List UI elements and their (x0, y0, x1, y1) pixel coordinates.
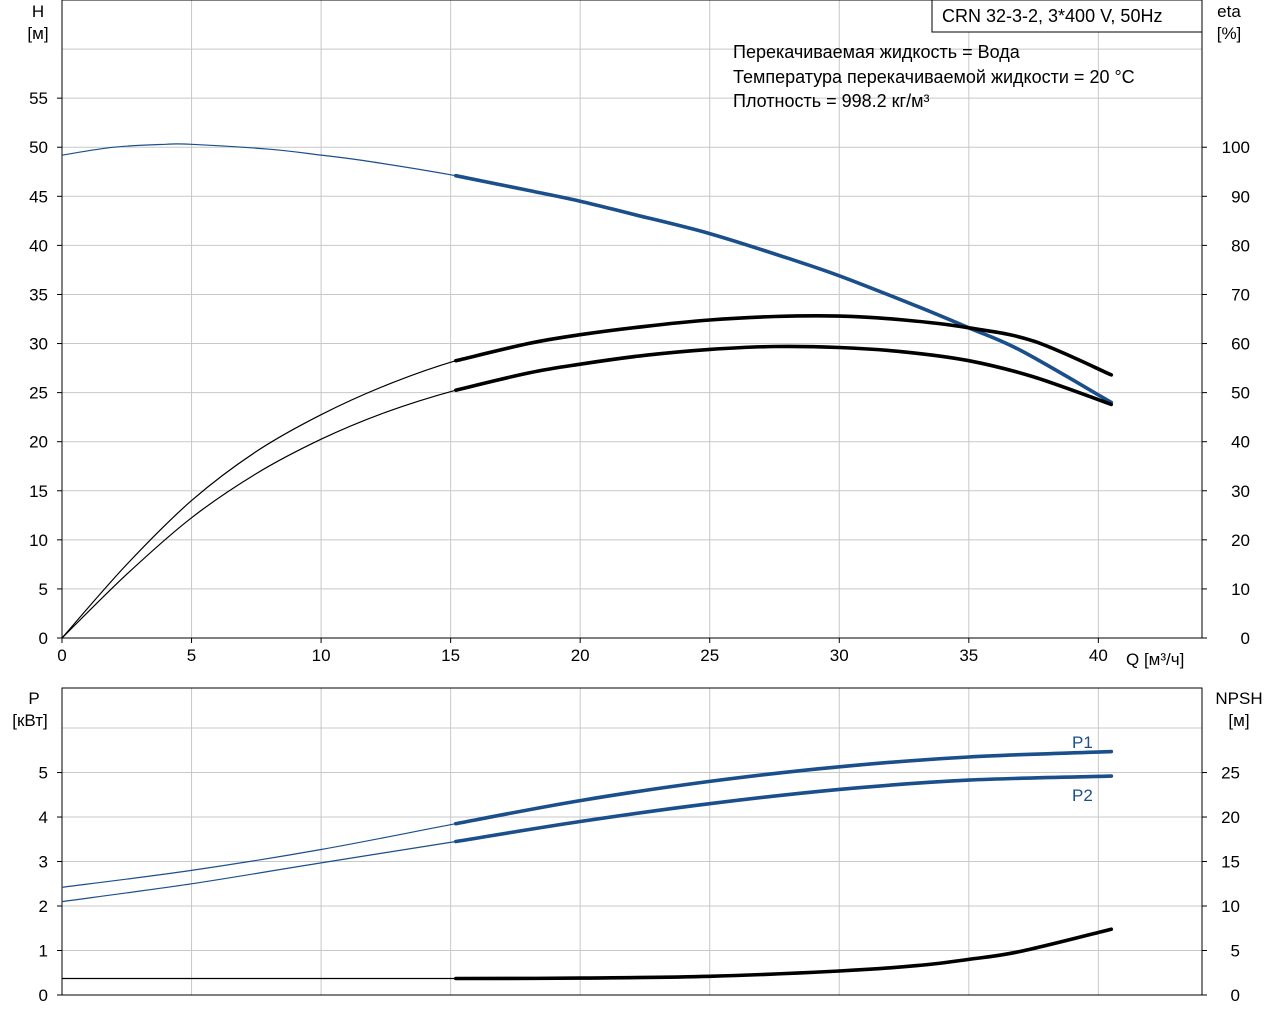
top-y-left-tick-label: 30 (29, 335, 48, 354)
bottom-y-left-tick-label: 0 (39, 986, 48, 1005)
top-y-left-tick-label: 50 (29, 138, 48, 157)
top-x-tick-label: 5 (187, 646, 196, 665)
top-y-right-tick-label: 40 (1231, 433, 1250, 452)
top-y-right-tick-label: 0 (1241, 629, 1250, 648)
top-y-left-tick-label: 5 (39, 580, 48, 599)
top-x-tick-label: 20 (571, 646, 590, 665)
top-plot-frame (62, 0, 1202, 638)
bottom-y-right-tick-label: 5 (1231, 942, 1240, 961)
top-ylabel-left-line1: H (32, 2, 44, 21)
bottom-panel: 0 1 2 3 4 5 0 5 10 15 20 25 P1 P2 P [кВт] NPSH [м] (12, 688, 1262, 1005)
top-y-ticks-right: 0 10 20 30 40 50 60 70 80 90 100 (1202, 138, 1250, 648)
top-x-tick-label: 30 (830, 646, 849, 665)
bottom-ylabel-left-line1: P (28, 689, 39, 708)
bottom-y-ticks-left: 0 1 2 3 4 5 (39, 764, 62, 1005)
bottom-y-right-tick-label: 20 (1221, 808, 1240, 827)
top-grid (62, 0, 1202, 638)
bottom-ylabel-right-line1: NPSH (1215, 689, 1262, 708)
bottom-series (62, 752, 1111, 979)
bottom-y-left-tick-label: 5 (39, 764, 48, 783)
top-x-tick-label: 35 (959, 646, 978, 665)
top-y-left-tick-label: 25 (29, 384, 48, 403)
top-x-tick-label: 25 (700, 646, 719, 665)
bottom-y-left-tick-label: 3 (39, 853, 48, 872)
top-y-right-tick-label: 10 (1231, 580, 1250, 599)
top-y-right-tick-label: 90 (1231, 187, 1250, 206)
top-series-2-operating-range (456, 346, 1112, 404)
bottom-y-right-tick-label: 10 (1221, 897, 1240, 916)
bottom-y-left-tick-label: 1 (39, 942, 48, 961)
top-y-right-tick-label: 100 (1222, 138, 1250, 157)
bottom-ylabel-left-line2: [кВт] (12, 711, 47, 730)
top-xlabel: Q [м³/ч] (1126, 650, 1184, 669)
top-y-left-tick-label: 10 (29, 531, 48, 550)
bottom-y-left-tick-label: 4 (39, 808, 48, 827)
bottom-ylabel-right-line2: [м] (1228, 711, 1249, 730)
top-x-ticks: 0 5 10 15 20 25 30 35 40 (57, 638, 1108, 665)
top-y-right-tick-label: 20 (1231, 531, 1250, 550)
bottom-series-1-line (62, 776, 1111, 902)
top-y-left-tick-label: 15 (29, 482, 48, 501)
bottom-series-1-operating-range (456, 776, 1112, 841)
top-y-left-tick-label: 40 (29, 236, 48, 255)
bottom-series-2-line (62, 929, 1111, 978)
top-y-left-tick-label: 0 (39, 629, 48, 648)
info-liquid: Перекачиваемая жидкость = Вода (733, 42, 1021, 62)
top-ylabel-right-line2: [%] (1217, 24, 1242, 43)
info-temperature: Температура перекачиваемой жидкости = 20… (733, 67, 1135, 87)
bottom-y-left-tick-label: 2 (39, 897, 48, 916)
top-y-right-tick-label: 30 (1231, 482, 1250, 501)
top-y-left-tick-label: 35 (29, 285, 48, 304)
top-x-tick-label: 10 (312, 646, 331, 665)
top-panel: 0 5 10 15 20 25 30 35 40 0510152025303540455055 … (27, 0, 1250, 669)
chart-title: CRN 32-3-2, 3*400 V, 50Hz (942, 6, 1162, 26)
top-y-right-tick-label: 70 (1231, 285, 1250, 304)
bottom-series-2-operating-range (456, 929, 1112, 978)
bottom-y-right-tick-label: 0 (1231, 986, 1240, 1005)
top-x-tick-label: 15 (441, 646, 460, 665)
bottom-series-0-operating-range (456, 752, 1112, 824)
top-ylabel-left-line2: [м] (27, 24, 48, 43)
top-x-tick-label: 0 (57, 646, 66, 665)
bottom-y-ticks-right: 0 5 10 15 20 25 (1202, 764, 1240, 1005)
top-y-right-tick-label: 50 (1231, 384, 1250, 403)
p1-series-label: P1 (1072, 733, 1093, 752)
bottom-y-right-tick-label: 15 (1221, 853, 1240, 872)
top-y-ticks-left: 0 5 10 15 20 25 30 35 40 45 50 55 (29, 89, 62, 648)
info-density: Плотность = 998.2 кг/м³ (733, 91, 929, 111)
top-ylabel-right-line1: eta (1217, 2, 1241, 21)
top-y-right-tick-label: 60 (1231, 335, 1250, 354)
p2-series-label: P2 (1072, 786, 1093, 805)
top-x-tick-label: 40 (1089, 646, 1108, 665)
top-series (62, 144, 1111, 638)
top-y-right-tick-label: 80 (1231, 236, 1250, 255)
top-series-2-line (62, 346, 1111, 638)
top-y-left-tick-label: 20 (29, 433, 48, 452)
bottom-y-right-tick-label: 25 (1221, 764, 1240, 783)
top-y-left-tick-label: 55 (29, 89, 48, 108)
top-y-left-tick-label: 45 (29, 187, 48, 206)
